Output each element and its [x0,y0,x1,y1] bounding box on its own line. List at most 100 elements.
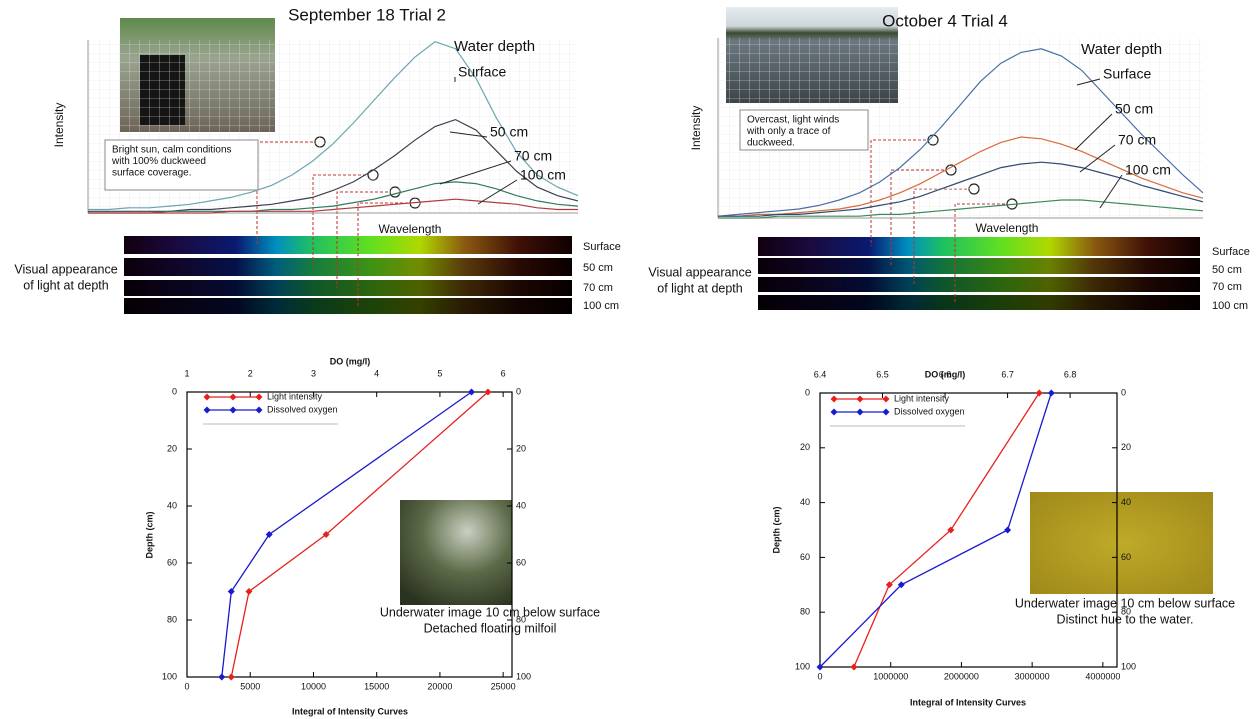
x-tick-label: 20000 [427,681,452,691]
chart-title: September 18 Trial 2 [288,5,446,24]
x-tick-label: 5000 [240,681,260,691]
legend-label: Dissolved oxygen [267,404,338,414]
strip-shade [758,277,1200,292]
y2-tick-label: 20 [1121,442,1131,452]
y-tick-label: 0 [805,387,810,397]
y-tick-label: 60 [167,557,177,567]
x2-tick-label: 6.6 [939,369,952,379]
profile-point [885,581,893,589]
strips-right [758,237,1200,310]
strip-row-label: Surface [583,241,621,253]
y2-tick-label: 100 [516,671,531,681]
profile-point [265,531,273,538]
profile-point [947,526,955,534]
legend-label: Light intensity [267,391,323,401]
x-tick-label: 0 [817,671,822,681]
y2-tick-label: 40 [1121,497,1131,507]
legend-marker [856,395,864,403]
profile-point [218,673,226,681]
profile-line [819,392,1052,668]
profile-point [468,388,476,396]
x-axis-label: Wavelength [976,221,1039,235]
legend-marker [856,408,864,416]
x-tick-label: 10000 [301,681,326,691]
spectrum-line [717,48,1204,217]
note-text: with 100% duckweed [111,156,206,167]
profile-line [230,391,489,678]
x-tick-label: 25000 [491,681,516,691]
strip [124,258,572,276]
profile-point [850,663,858,671]
strip-label: of light at depth [657,281,743,295]
series-label: Surface [458,64,506,80]
y2-tick-label: 0 [516,386,521,396]
profile-point [1035,389,1043,397]
y-tick-label: 80 [800,607,810,617]
legend-title: Water depth [454,38,535,55]
legend-marker [203,406,211,414]
strip-row-label: 50 cm [1212,264,1242,276]
profile-point [245,588,253,595]
legend-label: Dissolved oxygen [894,406,965,416]
profile-point [897,581,905,589]
y-tick-label: 40 [800,497,810,507]
profile-point [484,388,492,396]
strip-row-label: 50 cm [583,262,613,274]
y-axis-label: Depth (cm) [144,511,154,558]
profile-point [816,663,824,671]
strip-shade [758,295,1200,310]
series-label: 100 cm [520,167,566,183]
y-axis-label: Depth (cm) [771,506,781,553]
x2-tick-label: 6.7 [1001,369,1014,379]
plot-frame [186,391,513,678]
series-label: 70 cm [1118,132,1156,148]
y2-tick-label: 80 [516,614,526,624]
photo-caption: Underwater image 10 cm below surface [380,605,600,619]
photo-caption: Detached floating milfoil [424,621,557,635]
profile-line [221,391,472,678]
x2-tick-label: 6.5 [876,369,889,379]
strip-shade [124,298,572,314]
label-arrow [477,179,518,205]
label-arrow [1099,174,1123,209]
legend-marker [882,408,890,416]
x-axis-label: Integral of Intensity Curves [910,697,1026,707]
profile-point [1047,389,1055,397]
legend-marker [882,395,890,403]
note-text: duckweed. [747,138,795,149]
series-label: 100 cm [1125,162,1171,178]
note-box [104,139,259,191]
y-tick-label: 20 [800,442,810,452]
x2-axis-label: DO (mg/l) [330,356,371,366]
note-box [739,109,869,151]
strip [758,237,1200,256]
x2-tick-label: 6 [501,368,506,378]
series-label: 50 cm [490,124,528,140]
x-tick-label: 15000 [364,681,389,691]
legend-marker [830,395,838,403]
strip-shade [124,258,572,276]
y2-tick-label: 40 [516,500,526,510]
y-tick-label: 60 [800,552,810,562]
legend-marker [255,406,263,414]
strip [758,258,1200,274]
chart-title: October 4 Trial 4 [882,11,1008,30]
photo [400,500,512,605]
y2-tick-label: 0 [1121,387,1126,397]
x2-tick-label: 6.4 [814,369,827,379]
legend-marker [229,406,237,414]
label-arrow [1076,78,1101,86]
strip-label: Visual appearance [648,265,751,279]
strip-row-label: Surface [1212,246,1250,258]
y2-tick-label: 80 [1121,607,1131,617]
note-text: Overcast, light winds [747,115,839,126]
spectrum-line [718,161,1204,217]
y2-tick-label: 60 [516,557,526,567]
spectrum-line [718,136,1204,217]
profile-point [227,588,235,595]
series-label: 70 cm [514,148,552,164]
y2-tick-label: 60 [1121,552,1131,562]
legend-marker [255,393,263,401]
y-tick-label: 80 [167,614,177,624]
strip-row-label: 70 cm [583,282,613,294]
